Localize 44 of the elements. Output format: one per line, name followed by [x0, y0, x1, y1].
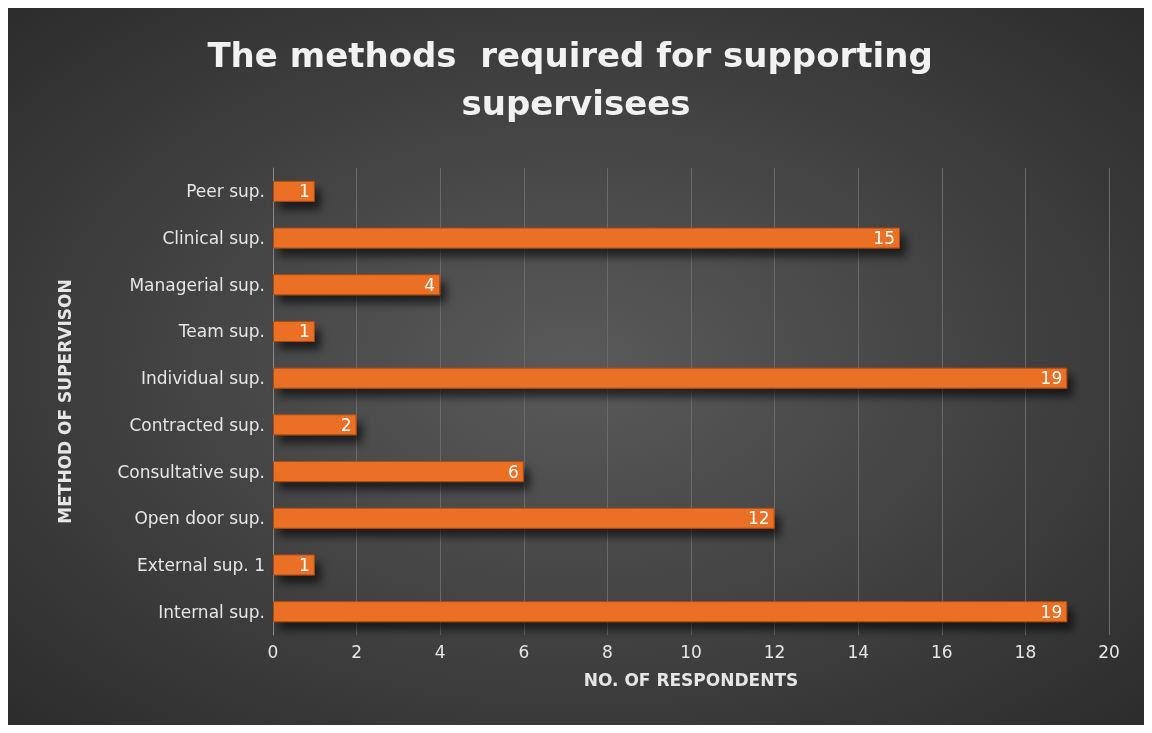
bar	[273, 320, 315, 342]
bar	[273, 601, 1068, 623]
y-tick-label: Team sup.	[177, 321, 265, 342]
y-tick-label: Managerial sup.	[129, 274, 265, 295]
y-axis-title: METHOD OF SUPERVISON	[54, 279, 75, 524]
x-tick-label: 12	[763, 641, 786, 662]
data-label: 2	[340, 414, 352, 435]
x-tick-label: 2	[351, 641, 363, 662]
bar	[273, 461, 524, 483]
bar	[273, 414, 357, 436]
y-tick-label: External sup. 1	[137, 554, 265, 575]
bar	[273, 274, 441, 296]
x-axis-title: NO. OF RESPONDENTS	[583, 669, 799, 690]
y-tick-label: Peer sup.	[186, 181, 265, 202]
x-tick-label: 8	[601, 641, 613, 662]
x-tick-label: 18	[1014, 641, 1037, 662]
x-tick-label: 4	[434, 641, 446, 662]
bar	[273, 227, 900, 249]
data-label: 15	[873, 228, 895, 249]
bar	[273, 507, 775, 529]
x-tick-label: 20	[1098, 641, 1120, 662]
data-label: 6	[507, 461, 519, 482]
data-label: 19	[1040, 368, 1063, 389]
data-label: 1	[298, 321, 310, 342]
data-label: 19	[1040, 601, 1063, 622]
x-tick-label: 6	[518, 641, 530, 662]
y-tick-label: Open door sup.	[134, 508, 265, 529]
chart-title: The methods required for supporting supervisees	[207, 35, 945, 123]
bar	[273, 180, 315, 202]
bar	[273, 554, 315, 576]
data-label: 1	[298, 554, 310, 575]
x-tick-label: 10	[680, 641, 702, 662]
y-tick-label: Clinical sup.	[162, 228, 265, 249]
bar	[273, 367, 1068, 389]
x-tick-label: 0	[267, 641, 279, 662]
y-tick-label: Individual sup.	[140, 368, 265, 389]
data-label: 4	[424, 274, 436, 295]
x-tick-label: 16	[930, 641, 953, 662]
data-label: 12	[747, 508, 770, 529]
y-tick-label: Consultative sup.	[117, 461, 265, 482]
x-tick-label: 14	[847, 641, 870, 662]
y-tick-label: Contracted sup.	[129, 414, 265, 435]
data-label: 1	[298, 181, 310, 202]
y-tick-label: Internal sup.	[158, 601, 265, 622]
